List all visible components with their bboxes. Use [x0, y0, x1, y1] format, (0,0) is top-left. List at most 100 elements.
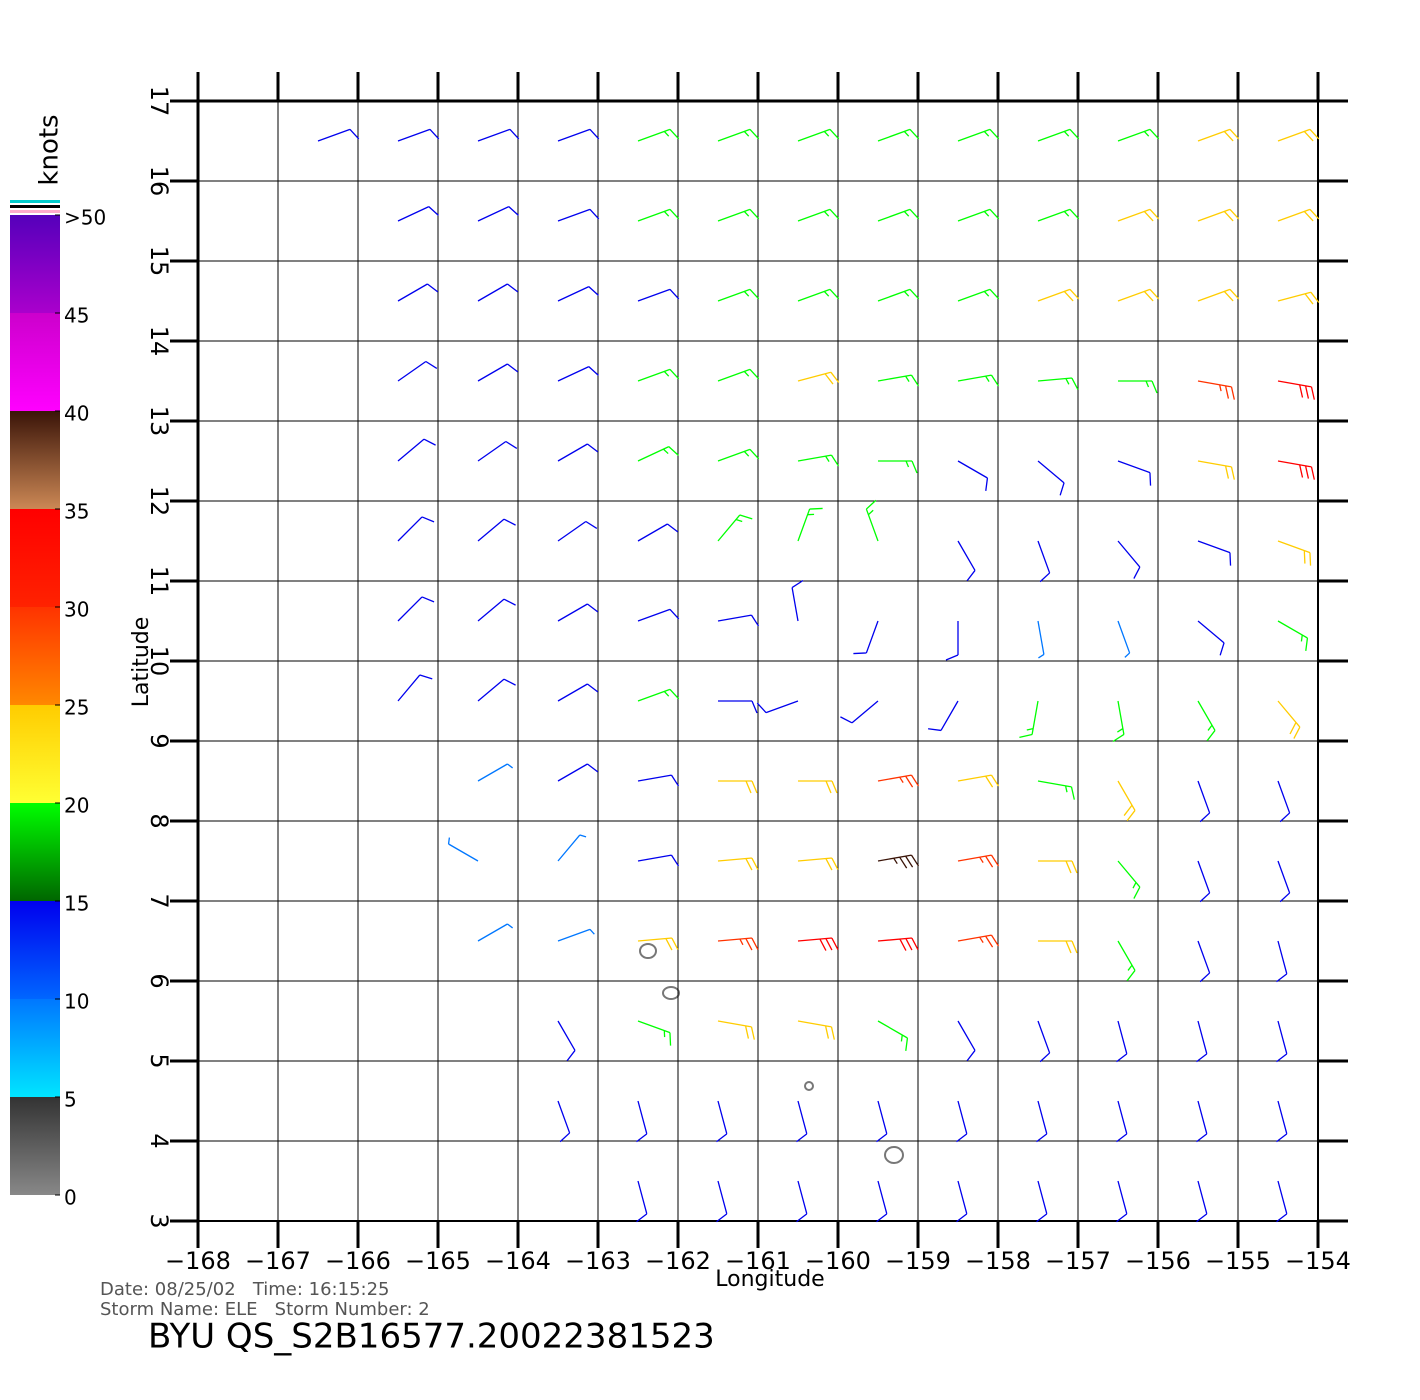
wind-barb	[1117, 288, 1160, 302]
wind-barb	[797, 507, 823, 542]
wind-barb	[1197, 860, 1211, 903]
wind-barb	[637, 774, 680, 787]
wind-barb	[796, 1180, 808, 1223]
wind-barb	[876, 1180, 888, 1223]
colorbar-band	[10, 313, 60, 411]
wind-barb	[637, 288, 680, 302]
wind-barb	[637, 937, 679, 951]
wind-barb	[957, 128, 1000, 142]
wind-barb	[557, 763, 599, 782]
wind-barb	[557, 443, 599, 462]
wind-barb	[1117, 540, 1141, 579]
colorbar-label: 40	[64, 402, 89, 426]
wind-barb	[637, 208, 680, 222]
wind-barb	[957, 288, 1000, 302]
colorbar-label: 30	[64, 598, 89, 622]
wind-barb	[1117, 940, 1136, 982]
y-tick-label: 7	[145, 893, 173, 908]
wind-barb	[797, 937, 839, 951]
wind-barb	[717, 857, 759, 871]
colorbar-band	[10, 803, 60, 901]
wind-barb	[557, 1100, 571, 1143]
wind-barb	[1036, 1100, 1048, 1143]
wind-barb	[1276, 1020, 1288, 1063]
x-tick-label: −159	[885, 1247, 951, 1275]
wind-barb	[557, 128, 600, 142]
wind-barb	[853, 620, 879, 655]
wind-barb	[1037, 780, 1075, 800]
wind-barb	[1117, 128, 1160, 142]
y-tick-label: 12	[145, 486, 173, 517]
x-tick-label: −168	[165, 1247, 231, 1275]
wind-barb	[1037, 620, 1045, 659]
y-tick-label: 10	[145, 646, 173, 677]
wind-barb	[1197, 288, 1240, 302]
wind-barb	[637, 1020, 672, 1046]
y-axis-label: Latitude	[129, 617, 154, 708]
wind-barb	[1117, 860, 1141, 899]
x-tick-label: −166	[325, 1247, 391, 1275]
wind-barb	[878, 460, 918, 474]
wind-barb	[956, 1100, 968, 1143]
wind-barb	[477, 283, 519, 302]
wind-barb	[797, 288, 840, 302]
wind-barb	[477, 363, 519, 382]
wind-barb	[1197, 620, 1225, 656]
wind-barb	[957, 774, 1000, 788]
colorbar-label: 45	[64, 304, 89, 328]
wind-barb	[797, 857, 839, 871]
wind-barb	[447, 837, 479, 862]
wind-barb	[1197, 700, 1216, 742]
date-time: Date: 08/25/02 Time: 16:15:25	[100, 1279, 390, 1300]
wind-barb	[1037, 377, 1079, 390]
wind-barb	[1037, 128, 1080, 142]
wind-barb	[798, 780, 838, 794]
wind-barb	[716, 1180, 728, 1223]
x-tick-label: −155	[1205, 1247, 1271, 1275]
wind-barb	[877, 374, 920, 387]
wind-barb	[397, 206, 439, 222]
wind-barb	[477, 128, 520, 142]
wind-barb	[797, 371, 840, 385]
wind-barb	[877, 128, 920, 142]
wind-barb	[1196, 1180, 1208, 1223]
x-axis-label: Longitude	[715, 1267, 824, 1292]
wind-barb	[557, 366, 599, 382]
wind-barb	[1037, 288, 1080, 302]
wind-barb	[957, 460, 989, 491]
wind-barb	[557, 1020, 576, 1062]
colorbar-label: >50	[64, 206, 106, 230]
wind-barb	[1116, 1180, 1128, 1223]
wind-barb	[1117, 620, 1131, 658]
wind-barb	[956, 1180, 968, 1223]
wind-barb	[1037, 460, 1065, 496]
wind-barb	[1196, 1100, 1208, 1143]
wind-barb	[637, 128, 680, 142]
wind-barb	[957, 934, 1000, 948]
wind-barb	[1277, 128, 1320, 142]
wind-barb	[397, 674, 433, 702]
wind-barb	[957, 854, 1000, 868]
wind-barb	[557, 286, 599, 302]
wind-barb	[877, 288, 920, 302]
x-tick-label: −161	[725, 1247, 791, 1275]
wind-barb	[717, 937, 759, 951]
wind-barb	[1117, 460, 1152, 486]
wind-barb	[1037, 540, 1051, 583]
wind-barb	[397, 596, 435, 622]
wind-barb	[397, 128, 440, 142]
wind-barb	[637, 523, 679, 542]
y-tick-label: 3	[145, 1213, 173, 1228]
wind-barb	[1277, 620, 1309, 651]
wind-barb	[1277, 380, 1315, 400]
colorbar-band	[10, 509, 60, 607]
wind-barb	[477, 518, 516, 542]
x-tick-label: −157	[1045, 1247, 1111, 1275]
wind-barb	[1112, 700, 1125, 743]
colorbar-title: knots	[35, 114, 65, 185]
y-tick-label: 15	[145, 246, 173, 277]
wind-barb	[1196, 1020, 1208, 1063]
wind-barb	[1277, 780, 1291, 823]
wind-barb	[928, 700, 959, 732]
